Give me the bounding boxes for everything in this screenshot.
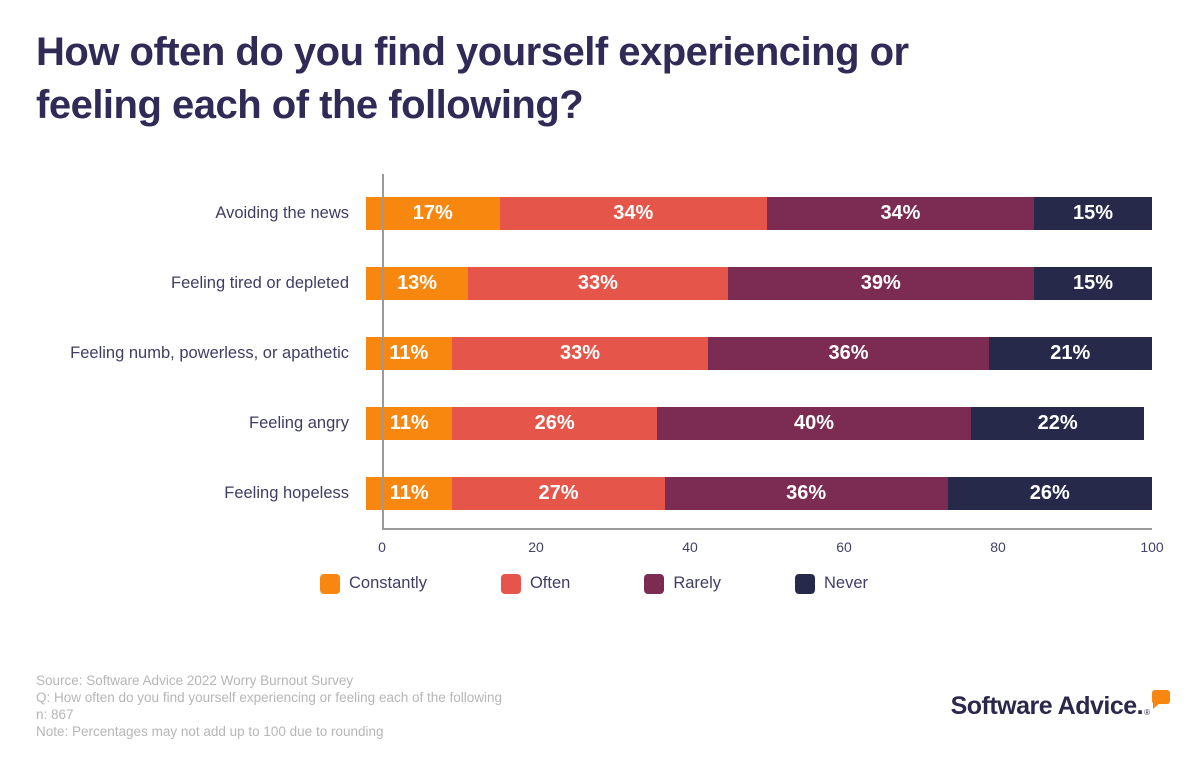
category-label: Feeling numb, powerless, or apathetic	[70, 343, 349, 362]
category-label: Feeling tired or depleted	[171, 273, 349, 292]
chart-row: Feeling tired or depleted 13% 33% 39% 15%	[36, 248, 1152, 318]
bar-value-label: 33%	[559, 341, 601, 364]
bar-track: 11% 27% 36% 26%	[366, 476, 1152, 510]
x-axis-ticks: 0 20 40 60 80 100	[378, 530, 1164, 558]
x-axis-tick-label: 20	[528, 538, 544, 555]
bar-value-label: 22%	[1037, 411, 1078, 434]
footnote-rounding: Note: Percentages may not add up to 100 …	[36, 724, 384, 739]
bar-value-label: 15%	[1073, 201, 1114, 224]
bar-segment-constantly: 11%	[366, 476, 453, 510]
page-title-line-1: How often do you find yourself experienc…	[36, 30, 909, 74]
bar-value-label: 34%	[880, 201, 921, 224]
legend-swatch-icon	[795, 573, 815, 594]
legend-swatch-icon	[319, 573, 340, 594]
bar-segment-often: 26%	[452, 406, 657, 440]
bar-segment-never: 15%	[1034, 196, 1152, 230]
chart-plot-area: Avoiding the news 17% 34% 34% 15% Feeling tir…	[36, 174, 1152, 530]
x-axis-tick-label: 80	[990, 538, 1006, 555]
bar-segment-never: 26%	[947, 476, 1152, 510]
registered-trademark: ®	[1144, 708, 1150, 717]
bar-value-label: 11%	[389, 341, 429, 364]
legend-item-often: Often	[500, 573, 571, 594]
legend-swatch-icon	[644, 573, 665, 594]
speech-bubble-icon	[1152, 690, 1170, 709]
chart-row: Feeling numb, powerless, or apathetic 11%…	[36, 318, 1152, 388]
footnotes: Source: Software Advice 2022 Worry Burno…	[36, 672, 502, 740]
bar-segment-rarely: 39%	[727, 266, 1035, 300]
bar-segment-rarely: 40%	[656, 406, 972, 440]
category-label: Feeling angry	[249, 413, 349, 432]
x-axis-tick-label: 0	[378, 538, 386, 555]
bar-value-label: 27%	[538, 481, 579, 504]
bar-segment-constantly: 11%	[366, 336, 452, 370]
x-axis-tick-label: 60	[836, 538, 852, 555]
bar-value-label: 33%	[577, 271, 618, 294]
stacked-bar-chart: Avoiding the news 17% 34% 34% 15% Feeling tir…	[36, 174, 1164, 594]
legend-item-never: Never	[795, 573, 869, 594]
y-axis-line	[382, 174, 384, 530]
bar-value-label: 36%	[786, 481, 827, 504]
logo-wordmark: Software Advice.	[950, 692, 1144, 720]
bar-segment-rarely: 34%	[766, 196, 1035, 230]
bar-segment-often: 33%	[468, 266, 728, 300]
bar-segment-rarely: 36%	[708, 336, 989, 370]
page-title: How often do you find yourself experienc…	[36, 26, 1164, 132]
bar-track: 11% 33% 36% 21%	[366, 336, 1152, 370]
bar-value-label: 17%	[412, 201, 453, 224]
bar-segment-often: 34%	[499, 196, 767, 230]
bar-value-label: 11%	[389, 411, 429, 434]
bar-value-label: 39%	[860, 271, 901, 294]
legend-label: Never	[824, 574, 869, 593]
chart-rows: Avoiding the news 17% 34% 34% 15% Feeling tir…	[36, 178, 1152, 528]
x-axis-line	[382, 528, 1152, 530]
legend-label: Rarely	[673, 574, 721, 593]
bar-track: 13% 33% 39% 15%	[366, 266, 1152, 300]
footnote-question: Q: How often do you find yourself experi…	[36, 690, 503, 705]
bar-track: 17% 34% 34% 15%	[366, 196, 1152, 230]
bar-segment-never: 15%	[1034, 266, 1152, 300]
bar-segment-rarely: 36%	[664, 476, 948, 510]
legend-label: Constantly	[348, 574, 427, 593]
page-title-line-2: feeling each of the following?	[36, 83, 584, 128]
bar-track: 11% 26% 40% 22%	[366, 406, 1152, 440]
bar-value-label: 15%	[1073, 271, 1114, 294]
bar-segment-often: 33%	[451, 336, 709, 370]
bar-value-label: 40%	[793, 411, 835, 434]
bar-value-label: 26%	[534, 411, 575, 434]
legend-swatch-icon	[500, 573, 521, 594]
legend: Constantly Often Rarely Never	[36, 573, 1152, 594]
bar-segment-constantly: 11%	[366, 406, 453, 440]
legend-label: Often	[529, 574, 571, 593]
bar-value-label: 13%	[397, 271, 438, 294]
x-axis-tick-label: 100	[1140, 538, 1164, 555]
chart-row: Feeling angry 11% 26% 40% 22%	[36, 388, 1152, 458]
bar-value-label: 21%	[1050, 341, 1091, 364]
footnote-sample-size: n: 867	[36, 707, 74, 722]
chart-row: Feeling hopeless 11% 27% 36% 26%	[36, 458, 1152, 528]
category-label: Avoiding the news	[215, 203, 349, 222]
bar-segment-never: 22%	[971, 406, 1145, 440]
bar-segment-constantly: 17%	[366, 196, 500, 230]
bar-value-label: 34%	[613, 201, 654, 224]
footnote-source: Source: Software Advice 2022 Worry Burno…	[36, 673, 354, 688]
category-label: Feeling hopeless	[224, 483, 349, 502]
bar-value-label: 36%	[828, 341, 869, 364]
bar-segment-often: 27%	[452, 476, 665, 510]
software-advice-logo: Software Advice. ®	[950, 690, 1170, 720]
x-axis-tick-label: 40	[682, 538, 698, 555]
chart-row: Avoiding the news 17% 34% 34% 15%	[36, 178, 1152, 248]
legend-item-constantly: Constantly	[319, 573, 427, 594]
bar-segment-never: 21%	[988, 336, 1152, 370]
legend-item-rarely: Rarely	[644, 573, 721, 594]
bar-value-label: 26%	[1029, 481, 1070, 504]
bar-value-label: 11%	[389, 481, 429, 504]
